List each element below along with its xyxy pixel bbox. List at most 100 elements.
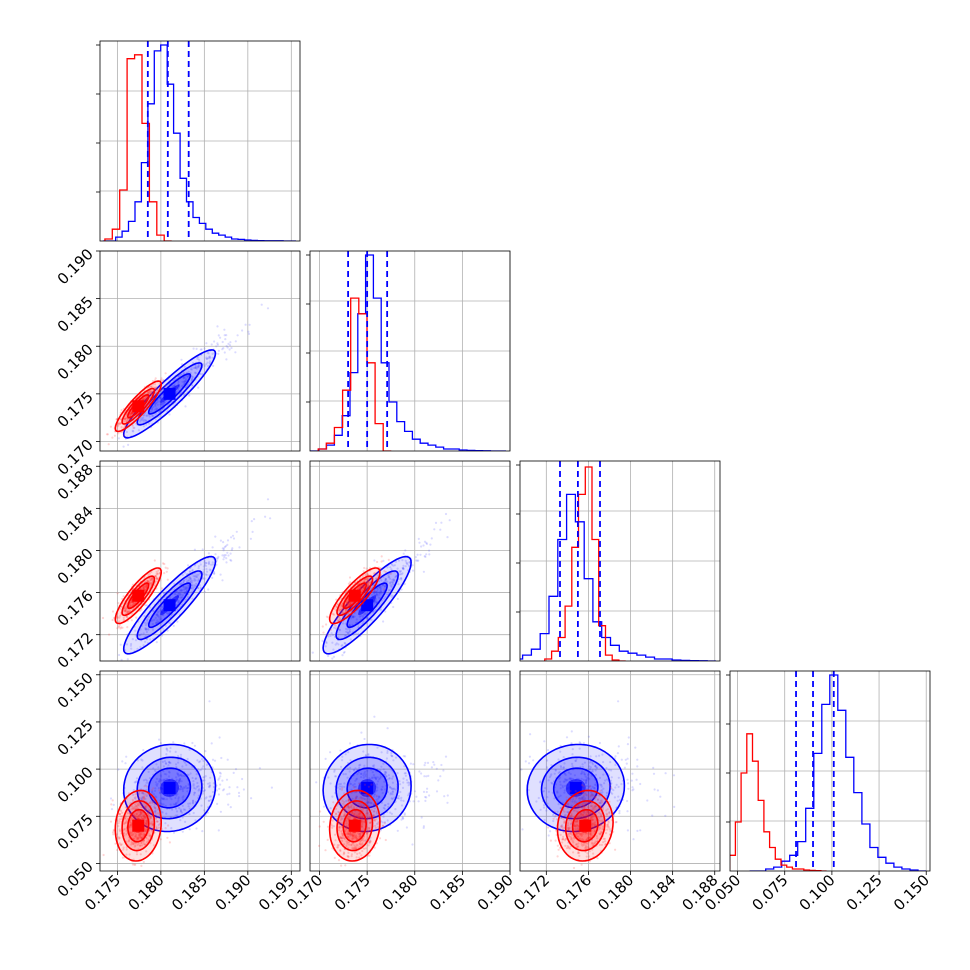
sample-point	[155, 580, 158, 583]
sample-point	[338, 821, 341, 824]
sample-point	[208, 795, 211, 798]
sample-point	[383, 584, 386, 588]
sample-point	[417, 537, 420, 541]
sample-point	[191, 376, 194, 379]
sample-point	[615, 783, 618, 787]
sample-point	[548, 776, 552, 779]
sample-point	[212, 563, 215, 566]
sample-point	[352, 786, 355, 789]
sample-point	[404, 565, 407, 568]
sample-point	[148, 813, 151, 817]
sample-point	[125, 829, 128, 833]
sample-point	[568, 777, 571, 780]
sample-point	[159, 403, 162, 406]
sample-point	[122, 618, 125, 621]
sample-point	[125, 608, 128, 611]
sample-point	[180, 363, 184, 366]
sample-point	[175, 778, 178, 782]
sample-point	[411, 564, 414, 567]
sample-point	[329, 751, 332, 754]
sample-point	[184, 375, 187, 378]
sample-point	[359, 805, 362, 809]
panel-frame	[309, 670, 511, 872]
sample-point	[193, 548, 196, 551]
sample-point	[156, 784, 159, 787]
sample-point	[384, 772, 387, 776]
sample-point	[161, 634, 164, 637]
sample-point	[562, 780, 565, 783]
sample-point	[204, 767, 207, 771]
sample-point	[188, 807, 191, 810]
sample-point	[570, 742, 573, 745]
scatter-panel-3-2	[311, 512, 451, 660]
sample-point	[357, 587, 360, 590]
sample-point	[123, 608, 127, 611]
sample-point	[334, 833, 337, 836]
sample-point	[399, 577, 403, 580]
sample-point	[139, 853, 142, 856]
sample-point	[162, 402, 165, 405]
sample-point	[218, 736, 221, 739]
sample-point	[391, 791, 394, 794]
sample-point	[135, 813, 138, 816]
sample-point	[350, 853, 353, 856]
sample-point	[151, 790, 154, 793]
sample-point	[124, 609, 127, 612]
sample-point	[209, 356, 212, 359]
sample-point	[173, 582, 176, 585]
sample-point	[363, 566, 366, 570]
sample-point	[194, 819, 197, 822]
sample-point	[427, 774, 430, 778]
sample-point	[217, 829, 220, 832]
sample-point	[120, 658, 123, 661]
scatter-panel-4-2	[315, 715, 449, 871]
sample-point	[215, 557, 218, 560]
sample-point	[115, 418, 118, 421]
sample-point	[124, 610, 127, 613]
sample-point	[360, 831, 363, 834]
density-peak	[163, 387, 176, 400]
sample-point	[365, 830, 368, 834]
sample-point	[362, 750, 365, 753]
sample-point	[367, 813, 371, 816]
sample-point	[625, 762, 628, 765]
sample-point	[373, 590, 376, 594]
sample-point	[363, 580, 366, 583]
sample-point	[191, 799, 195, 802]
sample-point	[109, 797, 113, 800]
sample-point	[217, 352, 220, 355]
sample-point	[626, 757, 629, 760]
sample-point	[188, 813, 191, 816]
sample-point	[209, 776, 212, 779]
sample-point	[426, 787, 429, 790]
sample-point	[144, 399, 147, 402]
sample-point	[191, 384, 194, 387]
sample-point	[617, 785, 620, 789]
sample-point	[333, 843, 336, 846]
sample-point	[164, 827, 167, 830]
sample-point	[372, 590, 375, 594]
sample-point	[193, 564, 196, 567]
sample-point	[145, 583, 148, 587]
sample-point	[353, 835, 357, 838]
sample-point	[156, 614, 159, 617]
sample-point	[182, 786, 185, 789]
sample-point	[369, 840, 372, 843]
sample-point	[203, 364, 206, 367]
sample-point	[151, 828, 154, 831]
sample-point	[184, 785, 187, 788]
sample-point	[111, 799, 114, 802]
sample-point	[348, 630, 351, 633]
sample-point	[140, 841, 143, 845]
sample-point	[186, 757, 189, 761]
sample-point	[148, 834, 151, 838]
sample-point	[583, 811, 586, 814]
sample-point	[376, 786, 379, 789]
sample-point	[131, 412, 134, 415]
sample-point	[155, 777, 158, 781]
sample-point	[591, 785, 594, 789]
sample-point	[139, 645, 142, 649]
sample-point	[347, 798, 350, 802]
sample-point	[118, 422, 121, 425]
sample-point	[401, 566, 404, 570]
